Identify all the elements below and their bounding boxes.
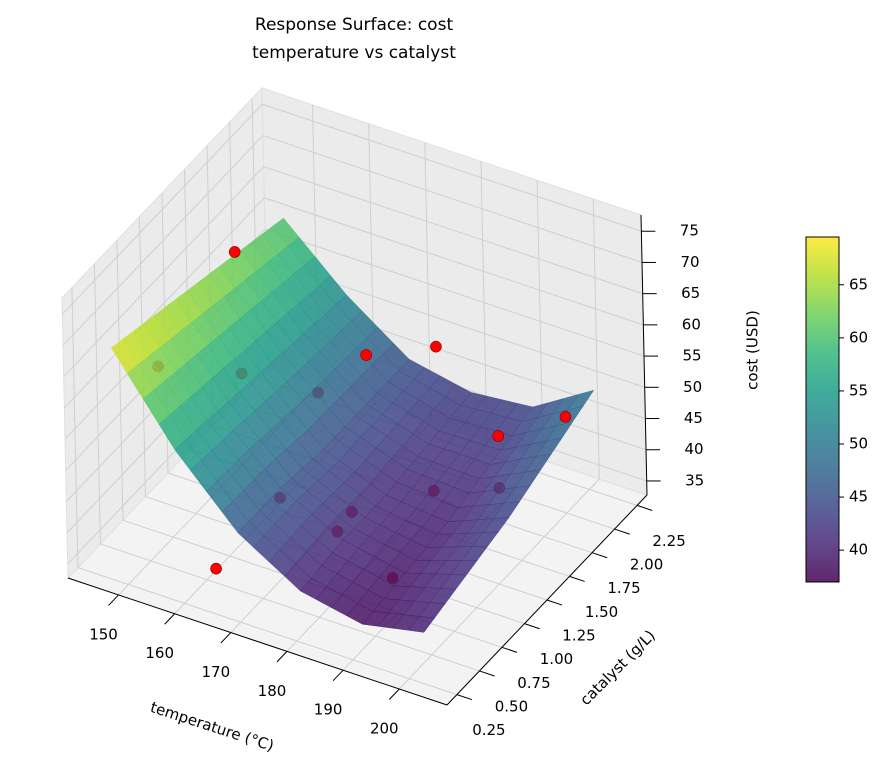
data-point — [360, 349, 373, 361]
colorbar-tick-label: 40 — [849, 541, 868, 559]
x-tick — [332, 669, 344, 682]
y-tick — [524, 623, 540, 630]
z-tick-label: 75 — [680, 222, 699, 240]
grid-line — [77, 567, 458, 696]
y-tick-label: 1.75 — [607, 579, 640, 597]
surface-patch — [408, 616, 435, 633]
grid-line — [262, 134, 643, 263]
y-tick-label: 0.75 — [517, 674, 550, 692]
y-tick-label: 1.50 — [585, 603, 618, 621]
colorbar-tick-label: 50 — [849, 435, 868, 453]
y-tick-label: 1.25 — [562, 627, 595, 645]
grid-line — [480, 161, 488, 442]
x-tick-label: 170 — [202, 663, 231, 681]
data-point — [559, 411, 572, 423]
y-tick-label: 2.00 — [630, 556, 663, 574]
x-tick — [164, 613, 176, 625]
colorbar — [805, 236, 840, 583]
colorbar-tick-label: 60 — [849, 328, 868, 346]
z-tick-label: 55 — [682, 347, 701, 365]
grid-line — [262, 103, 642, 232]
x-tick-label: 200 — [370, 720, 399, 738]
grid-line — [93, 263, 101, 544]
y-tick — [569, 575, 585, 582]
x-tick-label: 190 — [314, 701, 343, 719]
colorbar-tick-label: 55 — [849, 381, 868, 399]
x-tick-label: 180 — [258, 682, 287, 700]
y-tick — [636, 504, 653, 511]
x-axis-line — [67, 577, 448, 706]
x-tick — [108, 594, 119, 606]
grid-line — [63, 166, 265, 378]
z-tick-label: 35 — [685, 471, 704, 489]
grid-line — [116, 240, 124, 521]
grid-line — [264, 228, 645, 357]
data-point — [228, 246, 241, 258]
grid-line — [71, 287, 79, 568]
x-tick — [388, 688, 400, 700]
colorbar-tick-label: 45 — [849, 488, 868, 506]
z-tick-label: 65 — [681, 284, 700, 302]
y-tick — [501, 646, 518, 653]
y-tick — [546, 599, 563, 606]
z-tick-label: 70 — [680, 253, 699, 271]
colorbar-tick-label: 65 — [849, 275, 868, 293]
x-tick — [220, 632, 232, 644]
y-tick — [456, 694, 473, 701]
z-tick-label: 60 — [682, 315, 701, 333]
y-tick-label: 0.25 — [472, 721, 505, 739]
z-tick-label: 40 — [684, 440, 703, 458]
data-point — [210, 562, 222, 575]
grid-line — [100, 543, 480, 672]
x-tick-label: 160 — [145, 644, 174, 662]
grid-line — [61, 103, 263, 315]
grid-line — [263, 166, 643, 295]
z-axis-label: cost (USD) — [744, 310, 762, 390]
grid-line — [264, 197, 644, 326]
grid-line — [592, 198, 600, 480]
z-tick-label: 50 — [683, 378, 702, 396]
y-tick — [479, 670, 495, 677]
z-tick-label: 45 — [684, 409, 703, 427]
chart-title: temperature vs catalyst — [252, 43, 456, 63]
x-tick-label: 150 — [89, 625, 118, 643]
y-tick — [614, 528, 630, 535]
x-tick — [276, 651, 288, 663]
y-tick-label: 2.25 — [652, 532, 685, 550]
chart-title: Response Surface: cost — [255, 15, 454, 35]
grid-line — [62, 135, 264, 346]
grid-line — [63, 197, 265, 409]
y-tick — [591, 552, 608, 559]
data-point — [430, 340, 442, 353]
data-point — [492, 430, 504, 442]
z-axis-line — [640, 214, 648, 496]
y-tick-label: 1.00 — [540, 650, 573, 668]
y-tick-label: 0.50 — [495, 697, 528, 715]
x-axis-label: temperature (°C) — [148, 698, 276, 755]
